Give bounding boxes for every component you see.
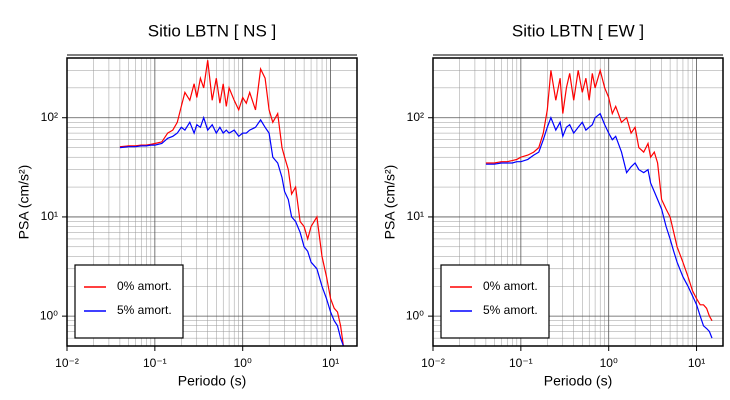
legend-label: 0% amort. xyxy=(117,279,172,293)
y-axis-label: PSA (cm/s²) xyxy=(382,165,398,240)
plot-frame xyxy=(66,57,358,347)
legend-label: 5% amort. xyxy=(483,303,538,317)
x-tick-label: 10¹ xyxy=(322,356,339,370)
y-tick-label: 10² xyxy=(407,110,424,124)
x-tick-label: 10¹ xyxy=(688,356,705,370)
x-axis-label: Periodo (s) xyxy=(544,373,612,389)
chart: Sitio LBTN [ NS ] Periodo (s) PSA (cm/s²) 1… xyxy=(16,21,358,389)
y-tick-label: 10⁰ xyxy=(406,308,424,322)
legend-box xyxy=(440,264,550,339)
chart: Sitio LBTN [ EW ] Periodo (s) PSA (cm/s²) 1… xyxy=(382,21,724,389)
x-tick-label: 10⁻¹ xyxy=(143,356,167,370)
line-series xyxy=(485,112,713,339)
legend-label: 0% amort. xyxy=(483,279,538,293)
plot-frame xyxy=(432,57,724,347)
x-axis-label: Periodo (s) xyxy=(178,373,246,389)
x-tick-label: 10⁻¹ xyxy=(509,356,533,370)
legend-box xyxy=(74,264,184,339)
y-tick-label: 10⁰ xyxy=(40,308,58,322)
x-tick-label: 10⁻² xyxy=(421,356,445,370)
chart-title: Sitio LBTN [ NS ] xyxy=(148,21,276,40)
legend-label: 5% amort. xyxy=(117,303,172,317)
x-tick-label: 10⁰ xyxy=(234,356,252,370)
chart-title: Sitio LBTN [ EW ] xyxy=(512,21,644,40)
x-tick-label: 10⁰ xyxy=(600,356,618,370)
x-tick-label: 10⁻² xyxy=(55,356,79,370)
line-series xyxy=(119,115,344,346)
line-series xyxy=(119,60,344,346)
y-tick-label: 10¹ xyxy=(41,209,58,223)
line-series xyxy=(485,68,713,321)
y-tick-label: 10² xyxy=(41,110,58,124)
y-tick-label: 10¹ xyxy=(407,209,424,223)
y-axis-label: PSA (cm/s²) xyxy=(16,165,32,240)
